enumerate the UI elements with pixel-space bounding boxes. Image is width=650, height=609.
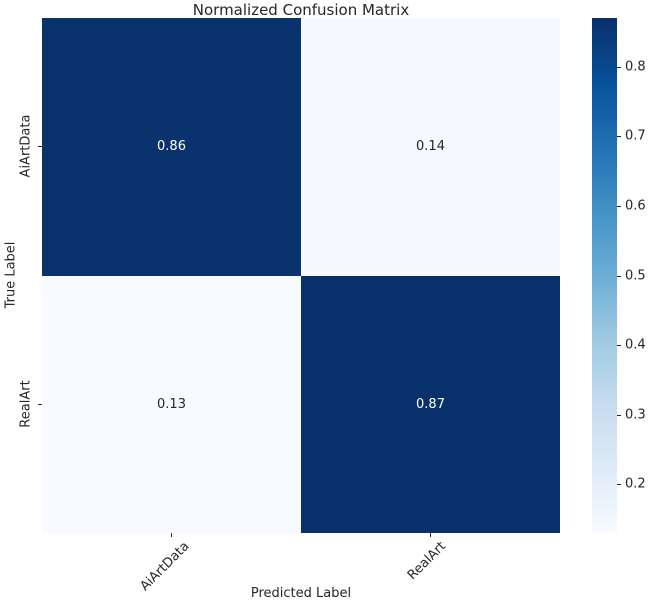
y-tick-mark	[38, 404, 42, 405]
heatmap: 0.86 0.14 0.13 0.87	[42, 18, 560, 533]
y-tick-label: AiArtData	[18, 114, 34, 178]
x-tick-mark	[171, 533, 172, 537]
colorbar-tick-label: 0.3	[625, 407, 646, 423]
heatmap-cell: 0.13	[42, 275, 301, 533]
x-tick-mark	[430, 533, 431, 537]
x-axis-label: Predicted Label	[250, 586, 352, 601]
colorbar-tick-mark	[617, 275, 621, 277]
colorbar-tick-label: 0.4	[625, 337, 646, 353]
x-tick-label: RealArt	[404, 539, 449, 584]
y-axis-label: True Label	[3, 241, 19, 309]
colorbar-tick-mark	[617, 205, 621, 207]
colorbar-tick-mark	[617, 414, 621, 416]
colorbar-tick-mark	[617, 136, 621, 138]
colorbar-tick-mark	[617, 66, 621, 68]
colorbar-tick-label: 0.5	[625, 268, 646, 283]
y-tick-mark	[38, 146, 42, 147]
colorbar-tick-label: 0.7	[625, 128, 646, 144]
heatmap-cell: 0.86	[42, 18, 301, 276]
colorbar-tick-mark	[617, 484, 621, 486]
heatmap-cell: 0.87	[301, 275, 560, 533]
y-tick-label: RealArt	[18, 380, 34, 428]
colorbar-gradient	[592, 18, 617, 533]
chart-title: Normalized Confusion Matrix	[192, 1, 410, 19]
heatmap-cell: 0.14	[301, 18, 560, 276]
colorbar-tick-label: 0.8	[625, 59, 646, 75]
colorbar-tick-mark	[617, 345, 621, 347]
colorbar-tick-label: 0.6	[625, 198, 646, 214]
colorbar-tick-label: 0.2	[625, 476, 646, 492]
